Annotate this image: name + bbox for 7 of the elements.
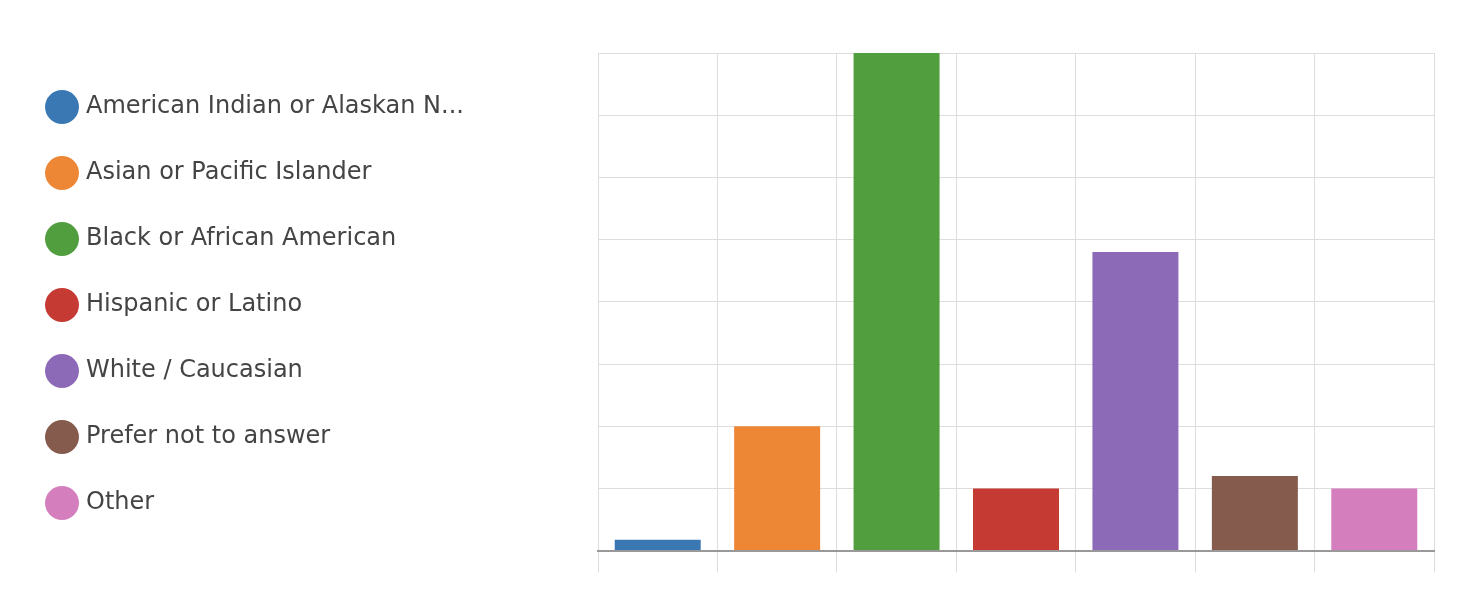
- legend-label: White / Caucasian: [86, 355, 303, 384]
- legend-label: Black or African American: [86, 223, 397, 252]
- legend-label: Hispanic or Latino: [86, 289, 303, 318]
- legend-label: Prefer not to answer: [86, 421, 331, 450]
- legend-label: Asian or Pacific Islander: [86, 157, 372, 186]
- legend-label: American Indian or Alaskan N...: [86, 91, 464, 120]
- legend-label: Other: [86, 487, 155, 516]
